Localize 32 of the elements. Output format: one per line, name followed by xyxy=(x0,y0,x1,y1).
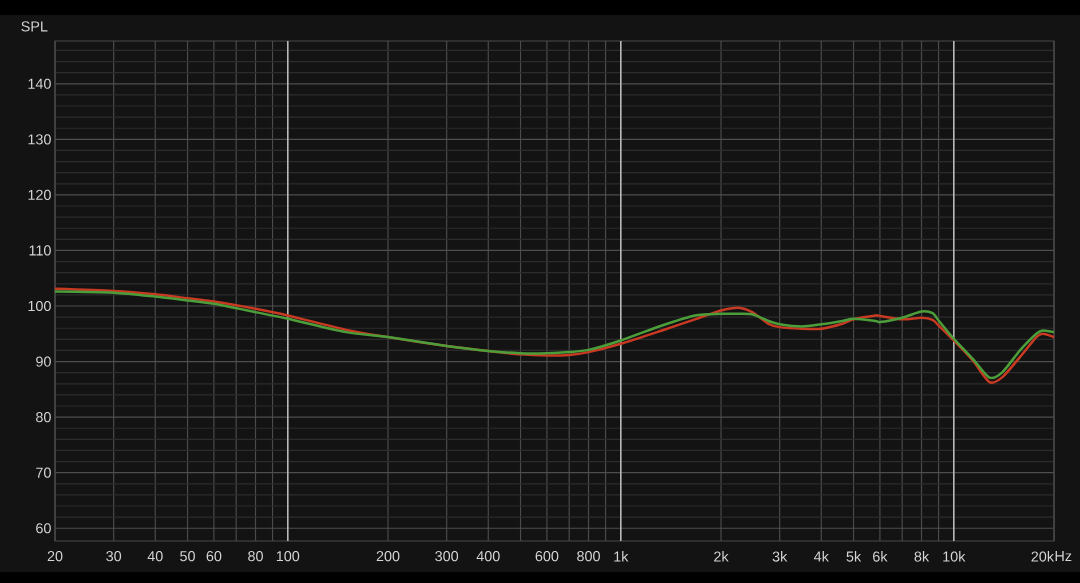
y-tick-label: 110 xyxy=(29,245,51,256)
y-axis-title: SPL xyxy=(21,21,48,32)
x-axis-title: Hz xyxy=(1055,551,1072,561)
x-tick-label: 60 xyxy=(206,551,222,562)
x-tick-label: 800 xyxy=(577,551,600,562)
x-tick-label: 300 xyxy=(435,551,459,562)
y-tick-label: 130 xyxy=(28,134,51,145)
x-tick-label: 6k xyxy=(873,551,888,562)
y-tick-label: 90 xyxy=(36,356,51,367)
x-tick-label: 400 xyxy=(476,551,500,562)
x-tick-label: 50 xyxy=(180,551,195,562)
x-tick-label: 2k xyxy=(714,551,729,562)
y-tick-label: 80 xyxy=(36,412,51,423)
y-tick-label: 70 xyxy=(36,467,51,478)
x-tick-label: 4k xyxy=(814,551,829,562)
x-tick-label: 8k xyxy=(914,551,930,562)
x-tick-label: 80 xyxy=(248,551,263,562)
x-tick-label: 600 xyxy=(535,551,559,562)
x-tick-label: 200 xyxy=(376,551,400,562)
x-tick-label: 1k xyxy=(614,551,629,562)
x-tick-label: 100 xyxy=(276,551,300,562)
x-tick-label: 30 xyxy=(106,551,122,562)
y-tick-label: 60 xyxy=(36,523,51,534)
x-tick-label: 10k xyxy=(943,551,966,562)
y-tick-label: 120 xyxy=(28,189,51,200)
x-tick-label: 20 xyxy=(47,551,63,562)
x-tick-label: 5k xyxy=(846,551,862,562)
x-tick-label: 3k xyxy=(772,551,788,562)
x-tick-label: 40 xyxy=(147,551,163,562)
y-tick-label: 140 xyxy=(28,78,51,89)
x-tick-label: 20k xyxy=(1031,551,1055,562)
y-tick-label: 100 xyxy=(28,300,51,312)
